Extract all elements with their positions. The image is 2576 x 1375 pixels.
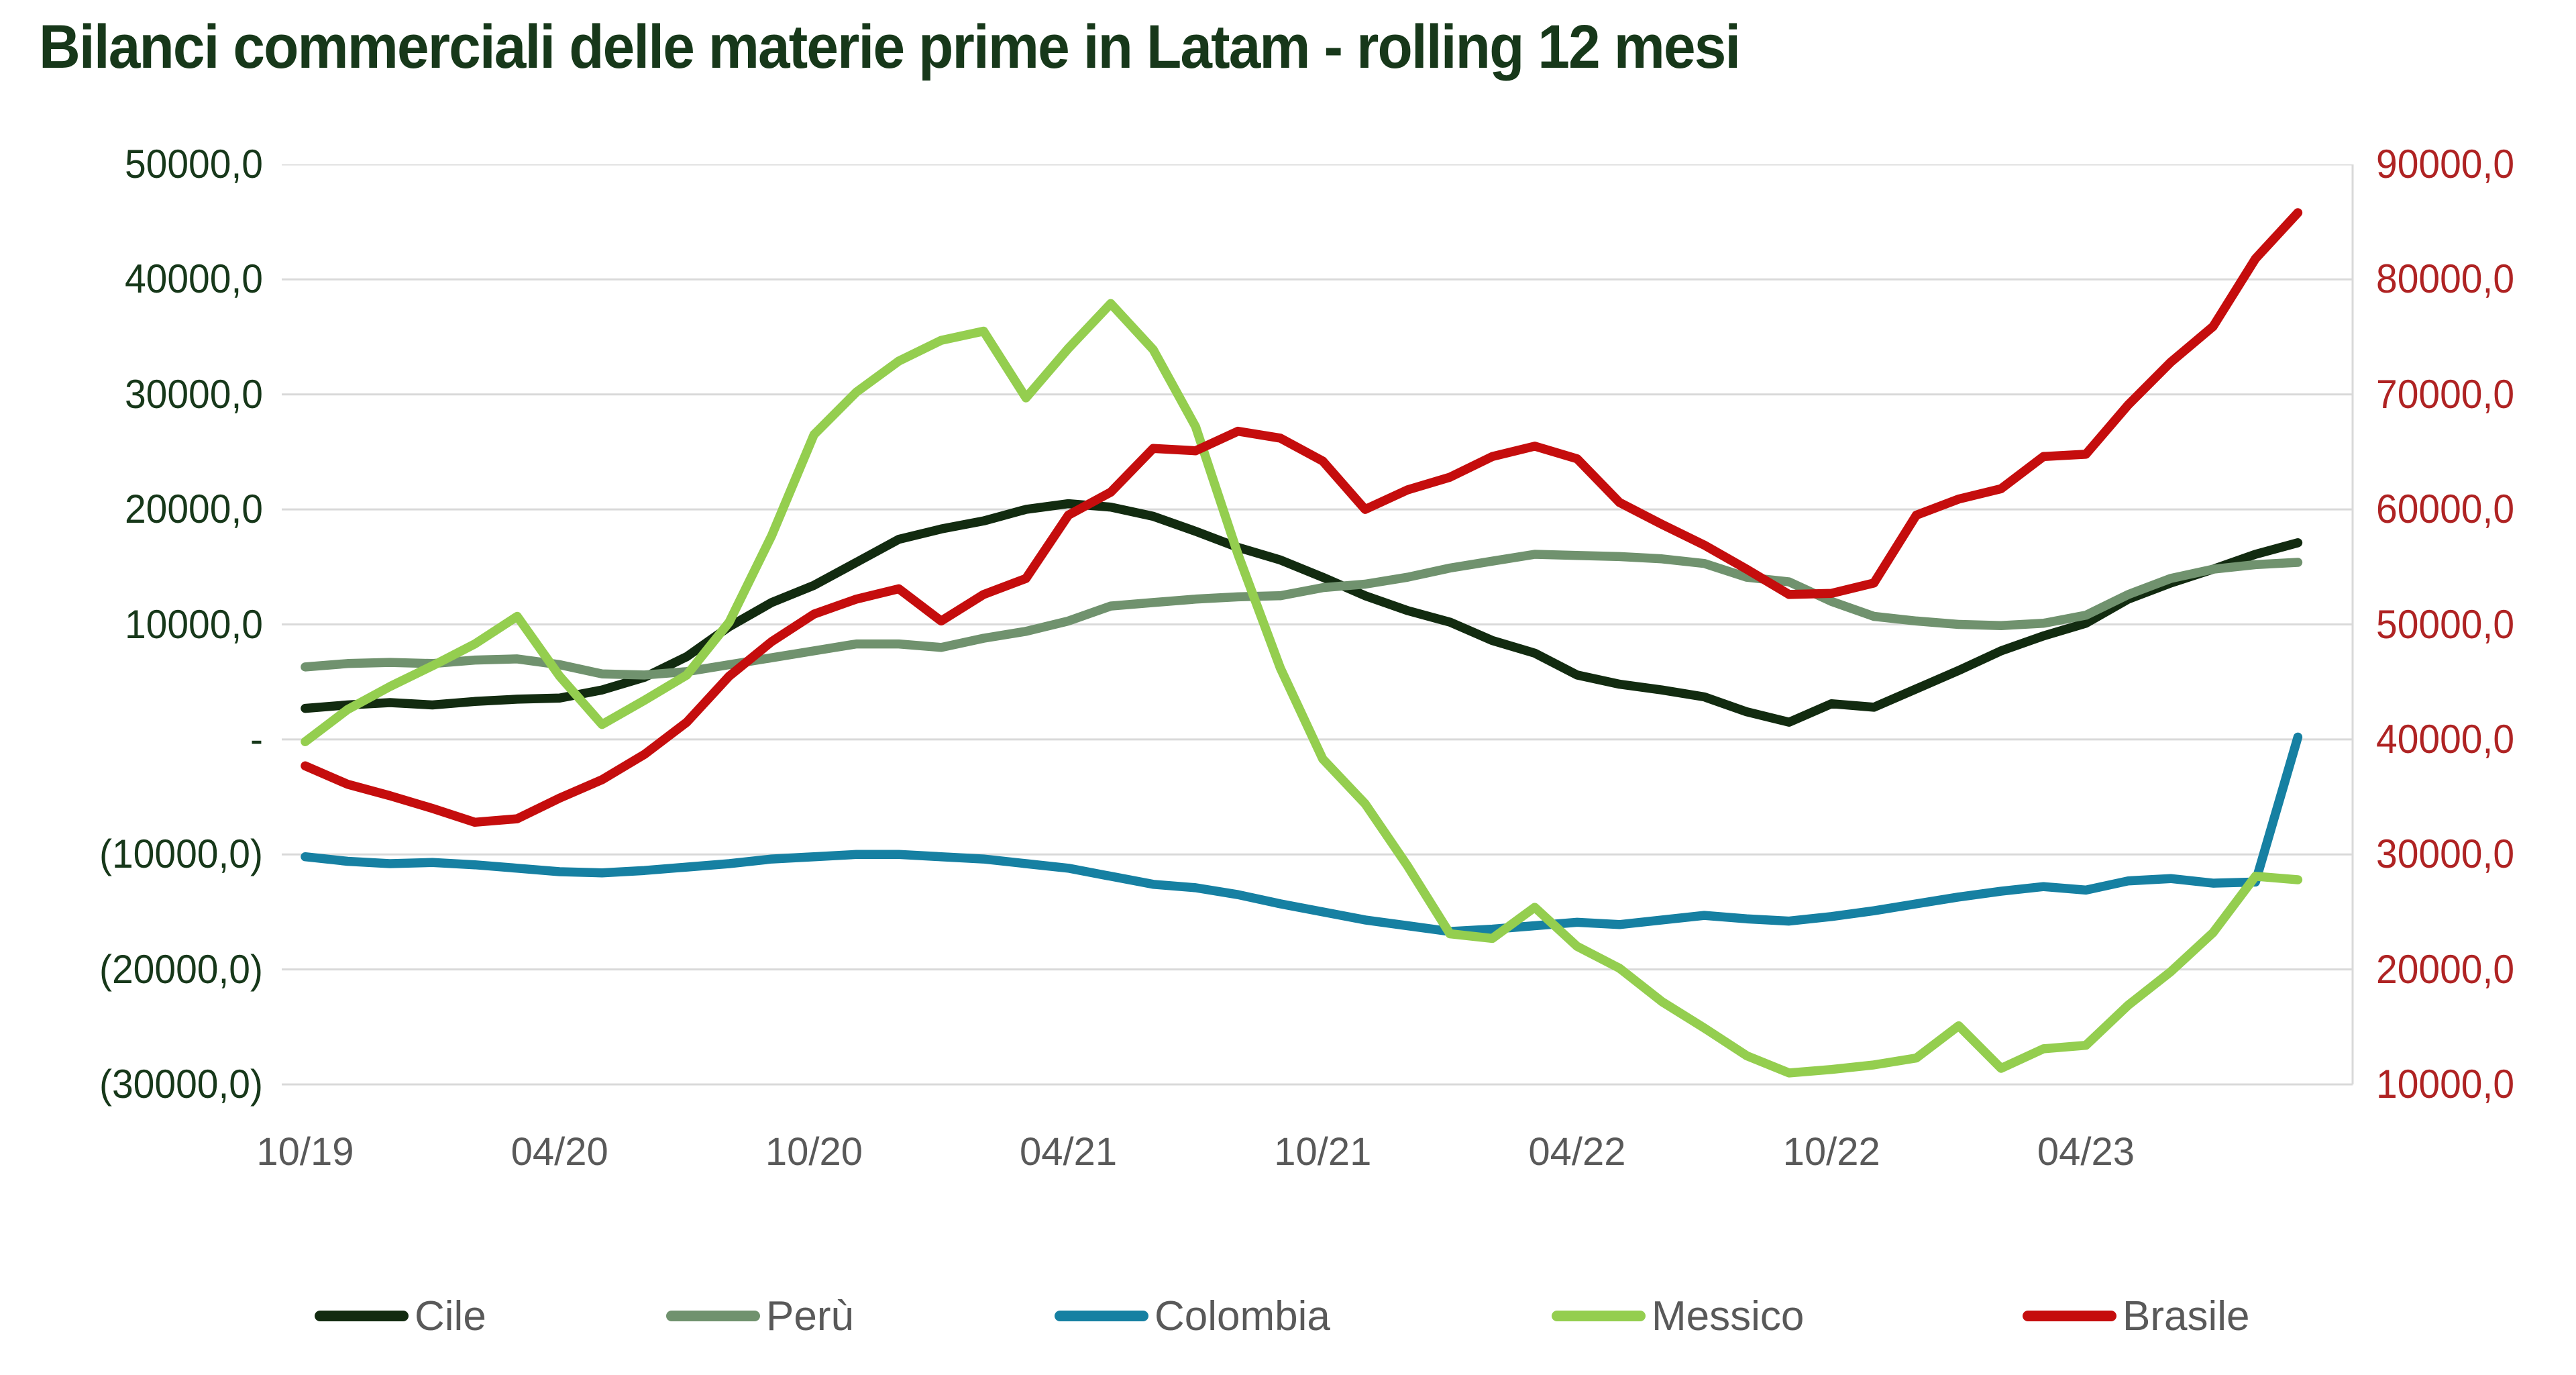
- left-axis-label: 20000,0: [124, 487, 263, 532]
- legend-label-colombia: Colombia: [1155, 1292, 1330, 1339]
- legend-swatch-messico: [1552, 1311, 1646, 1321]
- right-axis-label: 50000,0: [2376, 601, 2515, 647]
- legend-label-cile: Cile: [415, 1292, 486, 1339]
- left-axis-label: 50000,0: [124, 142, 263, 187]
- right-axis-label: 20000,0: [2376, 946, 2515, 992]
- right-axis-label: 80000,0: [2376, 256, 2515, 302]
- legend-swatch-colombia: [1055, 1311, 1148, 1321]
- x-axis-label: 10/21: [1274, 1130, 1372, 1174]
- legend-item-cile: Cile: [315, 1286, 486, 1346]
- left-axis-label: (10000,0): [99, 831, 263, 877]
- left-axis: 50000,0 40000,0 30000,0 20000,0 10000,0 - (100…: [0, 142, 263, 1107]
- left-axis-label: (20000,0): [99, 946, 263, 992]
- left-axis-label: 30000,0: [124, 371, 263, 417]
- x-axis-label: 10/19: [256, 1130, 354, 1174]
- right-axis-label: 30000,0: [2376, 831, 2515, 877]
- legend-item-colombia: Colombia: [1055, 1286, 1330, 1346]
- series-line-cile: [301, 499, 2303, 727]
- right-axis: 90000,0 80000,0 70000,0 60000,0 50000,0 40000…: [2376, 142, 2576, 1107]
- right-axis-label: 40000,0: [2376, 716, 2515, 762]
- left-axis-label: (30000,0): [99, 1062, 263, 1107]
- left-axis-label: -: [250, 716, 263, 762]
- legend-item-brasile: Brasile: [2023, 1286, 2250, 1346]
- right-axis-label: 60000,0: [2376, 487, 2515, 532]
- left-axis-label: 10000,0: [124, 601, 263, 647]
- left-axis-label: 40000,0: [124, 256, 263, 302]
- legend-label-messico: Messico: [1652, 1292, 1805, 1339]
- x-axis-label: 10/22: [1782, 1130, 1880, 1174]
- x-axis-label: 04/22: [1528, 1130, 1626, 1174]
- series-line-messico: [301, 299, 2303, 1078]
- series-line-colombia: [301, 732, 2303, 936]
- series-line-brasile: [301, 208, 2303, 827]
- legend: Cile Perù Colombia Messico Brasile: [0, 1286, 2576, 1346]
- x-axis: 10/19 04/20 10/20 04/21 10/21 04/22 10/22 04/23: [0, 1129, 2576, 1182]
- x-axis-label: 04/23: [2037, 1130, 2135, 1174]
- legend-swatch-brasile: [2023, 1311, 2116, 1321]
- x-axis-label: 04/20: [511, 1130, 608, 1174]
- series-line-peru: [301, 550, 2303, 680]
- right-axis-label: 90000,0: [2376, 142, 2515, 187]
- chart-title: Bilanci commerciali delle materie prime …: [39, 13, 1741, 81]
- right-axis-label: 70000,0: [2376, 371, 2515, 417]
- plot-area: [282, 164, 2354, 1086]
- x-axis-label: 04/21: [1020, 1130, 1118, 1174]
- right-axis-label: 10000,0: [2376, 1062, 2515, 1107]
- legend-label-brasile: Brasile: [2123, 1292, 2250, 1339]
- legend-swatch-cile: [315, 1311, 409, 1321]
- legend-swatch-peru: [666, 1311, 760, 1321]
- legend-item-peru: Perù: [666, 1286, 854, 1346]
- legend-label-peru: Perù: [766, 1292, 854, 1339]
- x-axis-label: 10/20: [765, 1130, 863, 1174]
- legend-item-messico: Messico: [1552, 1286, 1804, 1346]
